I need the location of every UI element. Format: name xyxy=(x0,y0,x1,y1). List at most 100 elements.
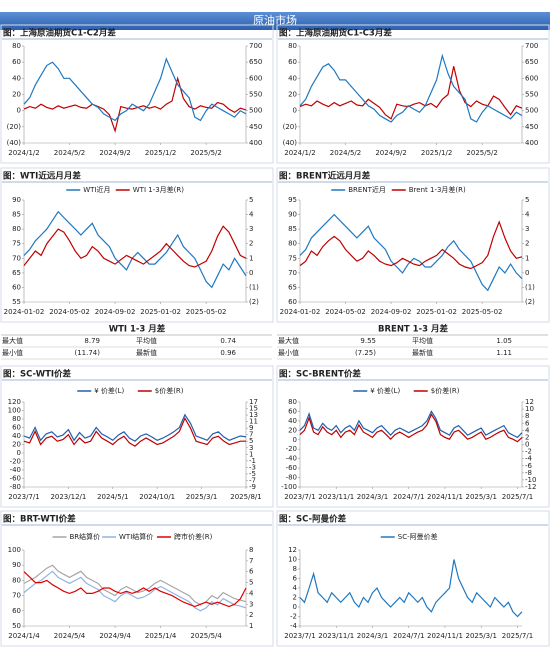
panel-border xyxy=(276,365,550,508)
x-tick-label: 2025/5/2 xyxy=(466,149,497,157)
y-tick-label: 80 xyxy=(288,398,297,406)
y-tick-label: 65 xyxy=(288,283,297,291)
y2-tick-label: 2 xyxy=(525,240,529,248)
y2-tick-label: 2 xyxy=(249,240,253,248)
y2-tick-label: 600 xyxy=(249,74,262,82)
y2-tick-label: 3 xyxy=(249,225,253,233)
table-value: 1.05 xyxy=(496,337,512,345)
y2-tick-label: 9 xyxy=(249,424,253,432)
y2-tick-label: 3 xyxy=(525,225,529,233)
y2-tick-label: 6 xyxy=(525,419,530,427)
series-line xyxy=(23,413,247,442)
table-value: 0.74 xyxy=(220,337,236,345)
x-tick-label: 2025/5/2 xyxy=(190,149,221,157)
legend-label: Brent 1-3月差(R) xyxy=(409,185,466,194)
x-tick-label: 2024/11/1 xyxy=(427,493,463,501)
y-tick-label: 60 xyxy=(288,407,297,415)
series-line xyxy=(299,559,523,618)
y-tick-label: -40 xyxy=(286,455,297,463)
legend-label: ¥ 价差(L) xyxy=(370,386,400,395)
y2-tick-label: 7 xyxy=(249,431,253,439)
y2-tick-label: (2) xyxy=(249,298,259,306)
x-tick-label: 2024-05-02 xyxy=(325,308,366,316)
x-tick-label: 2023/7/1 xyxy=(284,632,315,640)
y-tick-label: 4 xyxy=(293,584,298,592)
series-line xyxy=(23,564,247,606)
y2-tick-label: (1) xyxy=(525,283,535,291)
y2-tick-label: 15 xyxy=(249,405,258,413)
y2-tick-label: 400 xyxy=(525,139,538,147)
y2-tick-label: -8 xyxy=(525,469,532,477)
x-tick-label: 2024-05-02 xyxy=(49,308,90,316)
y2-tick-label: -6 xyxy=(525,462,533,470)
y-tick-label: -100 xyxy=(281,483,297,491)
chart-title: 图：上海原油期货C1-C2月差 xyxy=(3,28,116,39)
y2-tick-label: 3 xyxy=(249,600,253,608)
series-line xyxy=(299,66,523,120)
legend-label: BRENT近月 xyxy=(348,185,386,194)
y2-tick-label: -5 xyxy=(249,470,256,478)
chart-title: 图：BRENT近远月月差 xyxy=(279,171,371,182)
x-tick-label: 2025/7/1 xyxy=(502,493,533,501)
table-label: 平均值 xyxy=(412,336,433,345)
legend-label: BR结算价 xyxy=(70,532,101,541)
y-tick-label: -60 xyxy=(286,464,297,472)
table-label: 最小值 xyxy=(278,348,299,357)
y2-tick-label: 8 xyxy=(249,546,253,554)
panel-border xyxy=(0,510,274,647)
table-label: 最新值 xyxy=(412,348,433,357)
y2-tick-label: 10 xyxy=(525,405,534,413)
chart-title: 图：BRT-WTI价差 xyxy=(3,514,76,525)
y2-tick-label: 5 xyxy=(525,196,529,204)
y-tick-label: (40) xyxy=(7,139,22,147)
series-line xyxy=(23,225,247,268)
x-tick-label: 2024/9/2 xyxy=(375,149,406,157)
x-tick-label: 2024/10/1 xyxy=(139,493,175,501)
y-tick-label: 85 xyxy=(288,225,297,233)
table-value: 1.11 xyxy=(496,349,512,357)
table-label: 最大值 xyxy=(2,336,23,345)
y-tick-label: -20 xyxy=(10,458,21,466)
legend-label: ¥ 价差(L) xyxy=(94,386,124,395)
series-line xyxy=(23,416,246,447)
y-tick-label: 70 xyxy=(288,269,297,277)
y2-tick-label: 650 xyxy=(525,58,538,66)
table-value: (7.25) xyxy=(355,349,376,357)
y-tick-label: 60 xyxy=(12,424,21,432)
legend-label: $价差(R) xyxy=(431,386,460,395)
y-tick-label: 90 xyxy=(288,211,297,219)
y-tick-label: 80 xyxy=(12,225,21,233)
x-tick-label: 2025-05-02 xyxy=(186,308,227,316)
y2-tick-label: 1 xyxy=(249,450,253,458)
series-line xyxy=(23,210,247,289)
y-tick-label: 120 xyxy=(8,398,21,406)
series-line xyxy=(23,571,247,608)
y2-tick-label: 550 xyxy=(249,91,262,99)
x-tick-label: 2024-09-02 xyxy=(95,308,136,316)
x-tick-label: 2025/1/4 xyxy=(145,632,177,640)
y-tick-label: 0 xyxy=(293,603,297,611)
y2-tick-label: 0 xyxy=(525,441,529,449)
y2-tick-label: -1 xyxy=(249,457,256,465)
table-value: (11.74) xyxy=(74,349,100,357)
y2-tick-label: 5 xyxy=(249,196,253,204)
panel-border xyxy=(0,365,274,508)
y-tick-label: 70 xyxy=(12,254,21,262)
y2-tick-label: 13 xyxy=(249,411,258,419)
y-tick-label: 60 xyxy=(288,298,297,306)
chart-title: 图：SC-阿曼价差 xyxy=(279,514,347,525)
x-tick-label: 2025/7/1 xyxy=(502,632,533,640)
x-tick-label: 2024/1/2 xyxy=(284,149,315,157)
y2-tick-label: 6 xyxy=(249,568,254,576)
x-tick-label: 2024-01-02 xyxy=(280,308,321,316)
panel-border xyxy=(276,167,550,323)
y-tick-label: 100 xyxy=(8,546,21,554)
x-tick-label: 2025-01-02 xyxy=(416,308,457,316)
y2-tick-label: 400 xyxy=(249,139,262,147)
y2-tick-label: 4 xyxy=(249,589,254,597)
y-tick-label: 20 xyxy=(12,91,21,99)
y-tick-label: 80 xyxy=(12,42,21,50)
chart-title: 图：WTI近远月月差 xyxy=(3,171,81,182)
x-tick-label: 2025-01-02 xyxy=(140,308,181,316)
x-tick-label: 2025-05-02 xyxy=(462,308,503,316)
